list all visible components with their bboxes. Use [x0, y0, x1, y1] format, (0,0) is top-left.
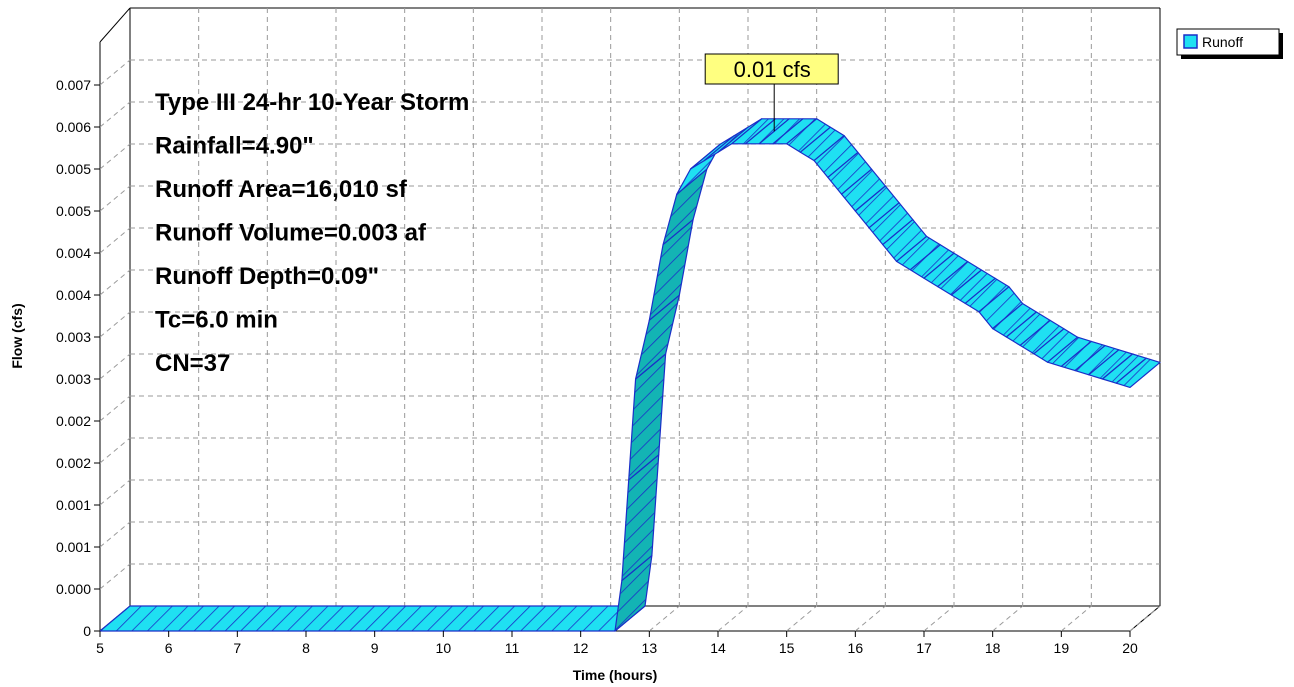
grid-line-side	[99, 143, 131, 170]
grid-line-side	[99, 479, 131, 506]
y-tick-label: 0	[83, 623, 91, 639]
x-tick-label: 10	[436, 640, 452, 656]
x-tick-label: 14	[710, 640, 726, 656]
grid-line-side	[99, 311, 131, 338]
storm-annotations: Type III 24-hr 10-Year Storm Rainfall=4.9…	[155, 89, 469, 377]
grid-line-floor	[786, 605, 817, 632]
annotation-line: Type III 24-hr 10-Year Storm	[155, 89, 469, 116]
runoff-band-segment	[621, 454, 660, 582]
x-tick-label: 5	[96, 640, 104, 656]
grid-line-floor	[1061, 605, 1092, 632]
peak-label-box	[704, 53, 839, 85]
grid-line-floor	[923, 605, 955, 632]
y-tick-label: 0.001	[56, 497, 91, 513]
grid-line-side	[99, 395, 131, 422]
x-tick-label: 9	[371, 640, 379, 656]
runoff-band-segment	[628, 353, 667, 481]
legend-label-runoff: Runoff	[1202, 34, 1243, 50]
x-tick-label: 15	[779, 640, 795, 656]
grid-line-side	[99, 185, 131, 212]
y-axis-ticks: 0 0.000 0.001 0.001 0.002 0.002 0.003 0.003 0.00…	[56, 77, 100, 639]
annotation-line: Tc=6.0 min	[155, 307, 278, 334]
x-axis-ticks: 5 6 7 8 9 10 11 12 13 14 15 16 17 18 19 20	[96, 631, 1138, 656]
y-tick-label: 0.004	[56, 287, 91, 303]
grid-line-side	[99, 227, 131, 254]
grid-line-floor	[649, 605, 680, 632]
annotation-line: CN=37	[155, 350, 230, 377]
annotation-line: Runoff Depth=0.09"	[155, 263, 379, 290]
y-tick-label: 0.005	[56, 203, 91, 219]
grid-line-side	[99, 59, 131, 86]
annotation-line: Runoff Area=16,010 sf	[155, 176, 408, 203]
legend: Runoff	[1176, 28, 1283, 59]
grid-line-side	[99, 353, 131, 380]
x-tick-label: 19	[1054, 640, 1070, 656]
x-tick-label: 12	[573, 640, 589, 656]
x-tick-label: 11	[505, 640, 520, 656]
y-tick-label: 0.007	[56, 77, 91, 93]
x-axis-title: Time (hours)	[573, 667, 658, 683]
x-tick-label: 20	[1122, 640, 1138, 656]
y-tick-label: 0.003	[56, 329, 91, 345]
peak-label-text: 0.01 cfs	[734, 57, 811, 82]
grid-line-side	[99, 563, 131, 590]
runoff-band-segment	[1115, 357, 1161, 388]
x-tick-label: 16	[848, 640, 864, 656]
grid-line-side	[99, 437, 131, 464]
annotation-line: Runoff Volume=0.003 af	[155, 220, 427, 247]
y-tick-label: 0.003	[56, 371, 91, 387]
x-tick-label: 13	[642, 640, 658, 656]
x-tick-label: 18	[985, 640, 1001, 656]
x-tick-label: 8	[302, 640, 310, 656]
grid-line-floor	[717, 605, 749, 632]
grid-line-side	[99, 521, 131, 548]
legend-swatch-runoff	[1183, 34, 1198, 49]
depth-edge-top	[99, 7, 131, 43]
y-tick-label: 0.001	[56, 539, 91, 555]
y-tick-label: 0.005	[56, 161, 91, 177]
x-tick-label: 17	[916, 640, 932, 656]
peak-flow-label: 0.01 cfs	[704, 53, 839, 132]
y-tick-label: 0.004	[56, 245, 91, 261]
grid-line-floor	[855, 605, 886, 632]
y-tick-label: 0.002	[56, 455, 91, 471]
y-tick-label: 0.000	[56, 581, 91, 597]
grid-line-floor	[992, 605, 1023, 632]
grid-line-floor	[1129, 605, 1161, 632]
y-tick-label: 0.006	[56, 119, 91, 135]
runoff-band-segment	[99, 605, 646, 632]
y-tick-label: 0.002	[56, 413, 91, 429]
grid-line-side	[99, 101, 131, 128]
x-tick-label: 7	[233, 640, 241, 656]
x-tick-label: 6	[165, 640, 173, 656]
grid-line-side	[99, 269, 131, 296]
y-axis-title: Flow (cfs)	[9, 303, 25, 368]
series-layer	[99, 118, 1161, 632]
annotation-line: Rainfall=4.90"	[155, 133, 314, 160]
